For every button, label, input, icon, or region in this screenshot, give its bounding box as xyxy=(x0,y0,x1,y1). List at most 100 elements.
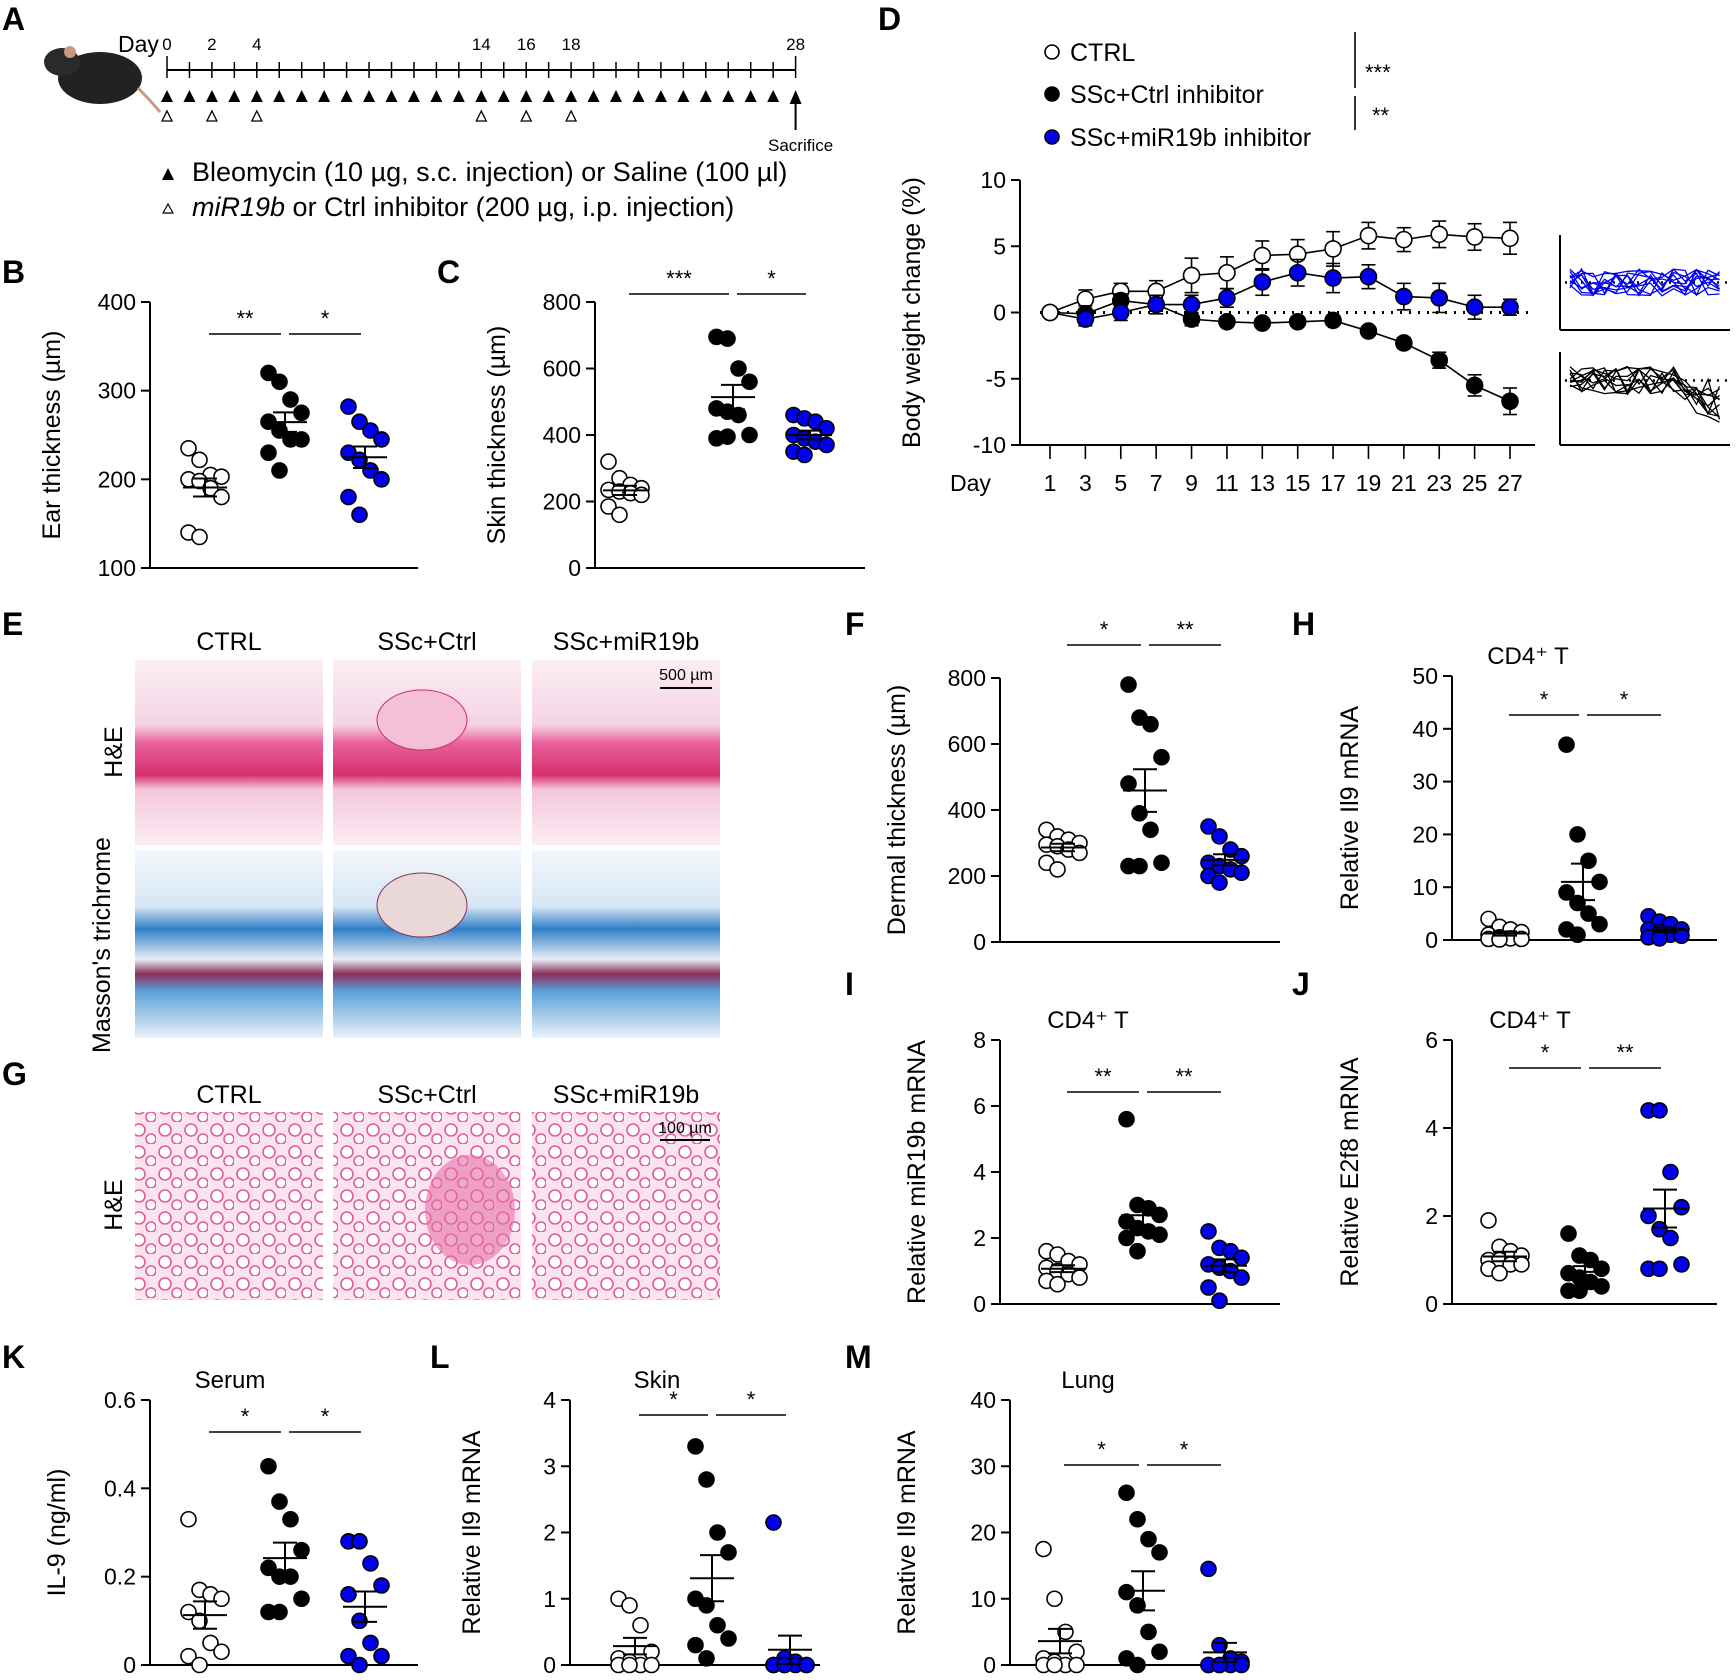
data-point xyxy=(1218,312,1236,331)
y-tick-label: 200 xyxy=(98,466,136,492)
data-point xyxy=(798,1656,815,1674)
data-point xyxy=(643,1656,660,1674)
significance-label: ** xyxy=(1616,1040,1634,1065)
data-point xyxy=(600,453,617,470)
data-point xyxy=(293,1590,310,1608)
data-point xyxy=(293,431,310,448)
y-axis-label: IL-9 (ng/ml) xyxy=(43,1469,71,1597)
data-point xyxy=(1501,229,1519,248)
bleomycin-triangle-icon xyxy=(452,90,465,102)
y-tick-label: 3 xyxy=(543,1453,556,1479)
bleomycin-triangle-icon xyxy=(497,90,510,102)
bleomycin-triangle-icon xyxy=(407,90,420,102)
bleomycin-triangle-icon xyxy=(632,90,645,102)
bleomycin-triangle-icon xyxy=(385,90,398,102)
y-tick-label: 600 xyxy=(543,356,581,382)
data-point xyxy=(1151,1544,1168,1561)
data-point xyxy=(1593,1260,1610,1278)
y-tick-label: 6 xyxy=(1425,1027,1438,1053)
legend-bleomycin-icon xyxy=(162,168,174,180)
bleomycin-triangle-icon xyxy=(273,90,286,102)
data-point xyxy=(180,1510,197,1528)
data-point xyxy=(1131,857,1148,875)
data-point xyxy=(1359,322,1378,340)
legend-sig-label: *** xyxy=(1365,60,1391,85)
bleomycin-triangle-icon xyxy=(722,90,735,102)
bleomycin-triangle-icon xyxy=(610,90,622,102)
data-point xyxy=(373,431,390,448)
legend-sig-label: ** xyxy=(1372,103,1390,128)
data-point xyxy=(1465,228,1484,246)
he-lung-image xyxy=(532,1112,720,1300)
data-point xyxy=(351,413,368,431)
y-axis-label: Skin thickness (µm) xyxy=(483,326,511,545)
y-tick-label: 8 xyxy=(973,1027,986,1053)
significance-label: * xyxy=(669,1387,678,1412)
legend-bleomycin: Bleomycin (10 µg, s.c. injection) or Sal… xyxy=(192,157,787,187)
y-tick-label: 400 xyxy=(98,289,136,315)
row-label: H&E xyxy=(100,1179,128,1230)
y-tick-label: 10 xyxy=(1412,874,1438,900)
y-tick-label: 20 xyxy=(1412,821,1438,847)
panel-letter: F xyxy=(845,606,865,642)
data-point xyxy=(1211,828,1228,845)
y-tick-label: 6 xyxy=(973,1093,986,1119)
individual-trace xyxy=(1569,268,1721,287)
scale-label: 100 µm xyxy=(658,1120,712,1137)
data-point xyxy=(600,498,617,515)
individual-trace xyxy=(1569,271,1720,296)
data-point xyxy=(260,1457,277,1475)
column-label: SSc+miR19b xyxy=(553,628,700,656)
data-point xyxy=(1153,748,1170,766)
data-point xyxy=(1359,226,1378,245)
legend-label: CTRL xyxy=(1070,39,1135,67)
x-tick-label: 11 xyxy=(1215,470,1239,496)
bleomycin-triangle-icon xyxy=(318,90,331,102)
data-point xyxy=(1182,295,1201,314)
bleomycin-triangle-icon xyxy=(183,90,196,102)
x-tick-label: 19 xyxy=(1356,470,1382,496)
panel-letter: B xyxy=(2,254,25,290)
data-point xyxy=(1046,1590,1063,1608)
data-point xyxy=(709,1524,726,1541)
y-tick-label: 0 xyxy=(1425,927,1438,953)
y-tick-label: 800 xyxy=(543,289,581,315)
legend-inhibitor-rest: or Ctrl inhibitor (200 µg, i.p. injectio… xyxy=(285,192,734,222)
y-tick-label: 30 xyxy=(970,1453,996,1479)
data-point xyxy=(1582,1251,1599,1269)
data-point xyxy=(1200,818,1217,835)
data-point xyxy=(1046,1656,1063,1674)
data-point xyxy=(1569,826,1586,843)
x-tick-label: 5 xyxy=(1114,470,1127,496)
individual-trace xyxy=(1569,367,1721,415)
trichrome-lesion xyxy=(376,872,468,938)
y-tick-label: 400 xyxy=(543,422,581,448)
panel-g-histology: G CTRL SSc+Ctrl SSc+miR19b H&E 100 µm xyxy=(2,1056,720,1300)
data-point xyxy=(351,1533,368,1550)
significance-label: ** xyxy=(236,306,254,331)
data-point xyxy=(1068,1656,1085,1674)
he-skin-image xyxy=(333,660,521,845)
legend-inhibitor-name: miR19b xyxy=(192,192,285,222)
panel-letter: G xyxy=(2,1056,27,1092)
data-point xyxy=(719,330,736,347)
data-point xyxy=(719,428,736,445)
data-point xyxy=(260,444,277,462)
y-tick-label: 10 xyxy=(980,167,1006,193)
data-point xyxy=(765,1514,782,1531)
individual-trace xyxy=(1569,366,1721,420)
data-point xyxy=(373,1577,390,1594)
legend-inhibitor: miR19b or Ctrl inhibitor (200 µg, i.p. i… xyxy=(192,192,734,222)
significance-label: ** xyxy=(1175,1064,1193,1089)
x-tick-label: 27 xyxy=(1497,470,1523,496)
data-point xyxy=(776,1656,793,1674)
significance-label: * xyxy=(1541,1040,1550,1065)
x-tick-label: 23 xyxy=(1426,470,1452,496)
chart-k: K 0 0.2 0.4 0.6 IL-9 (ng/ml) Serum * * xyxy=(2,1339,418,1678)
data-point xyxy=(1673,927,1690,945)
y-tick-label: 2 xyxy=(543,1520,556,1546)
